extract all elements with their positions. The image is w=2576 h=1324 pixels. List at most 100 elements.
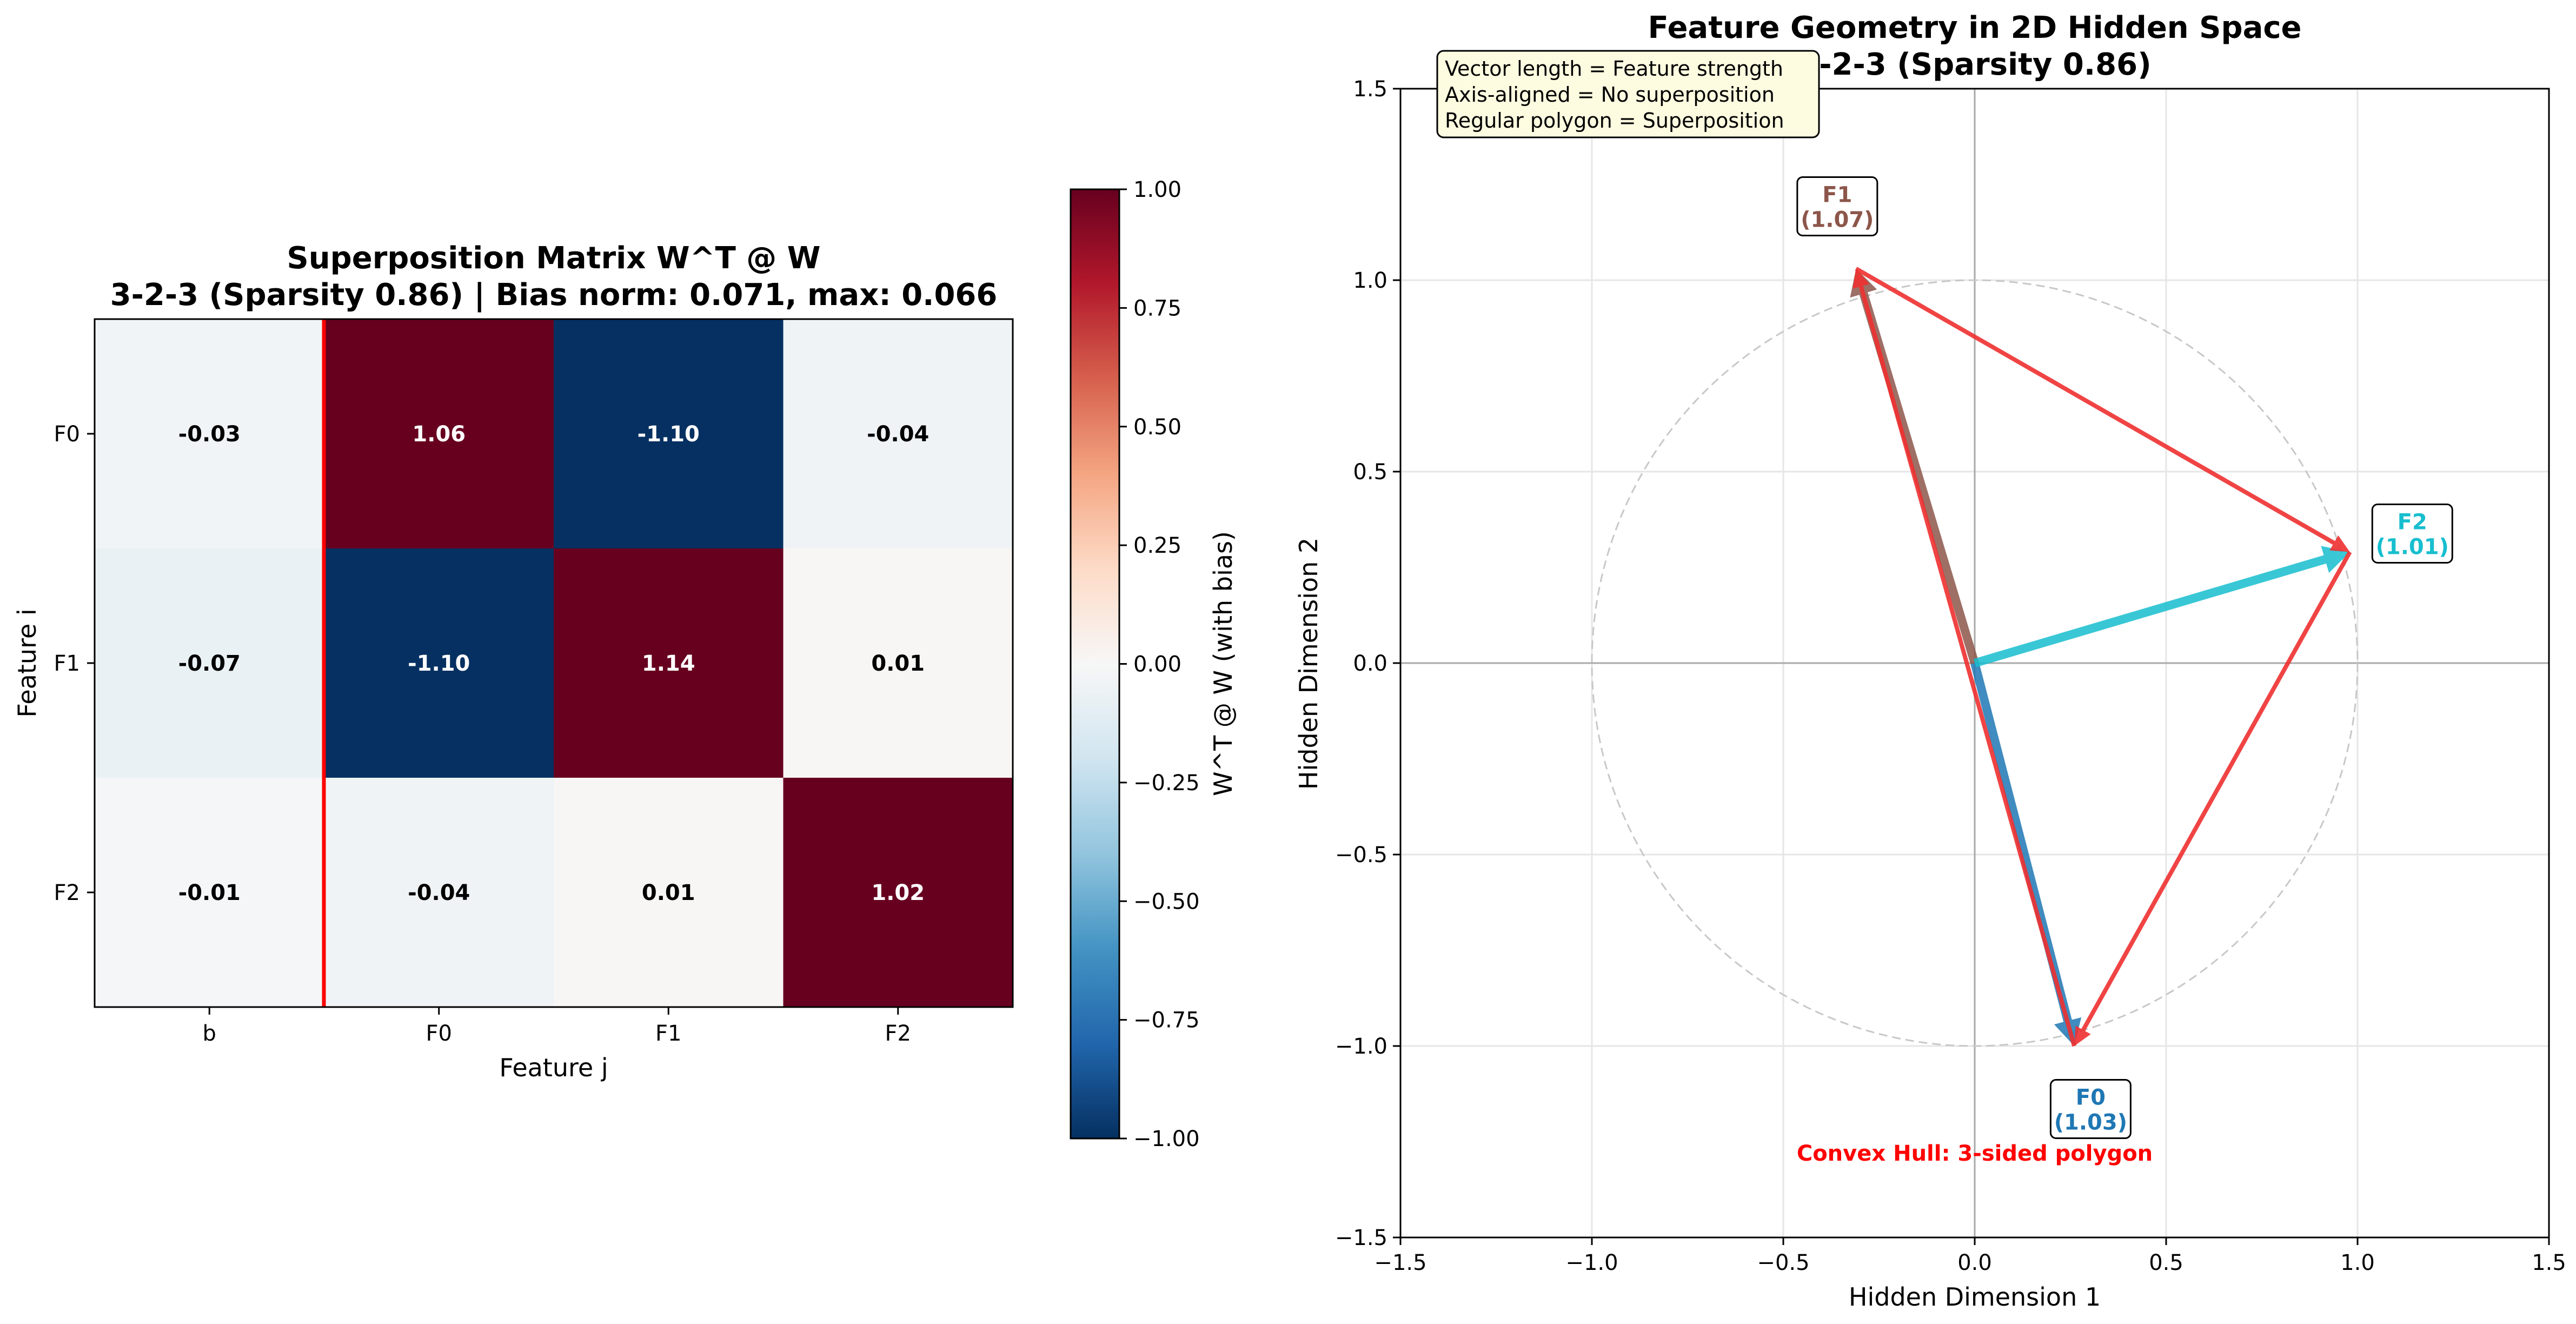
convex-hull-label: Convex Hull: 3-sided polygon	[1797, 1141, 2153, 1166]
y-tick-label: 0.5	[1353, 460, 1387, 485]
heatmap-y-ticks: F0 F1 F2	[54, 422, 95, 905]
colorbar-label: W^T @ W (with bias)	[1209, 531, 1238, 796]
y-tick-label: F0	[54, 422, 80, 447]
colorbar-tick-label: 0.00	[1133, 652, 1181, 677]
y-tick-label: 0.0	[1353, 651, 1387, 676]
vector-plot-y-ticks: −1.5 −1.0 −0.5 0.0 0.5 1.0 1.5	[1335, 77, 1400, 1250]
vector-label-length: (1.01)	[2376, 535, 2449, 560]
unit-circle	[1591, 279, 2359, 1047]
heatmap-panel: Superposition Matrix W^T @ W 3-2-3 (Spar…	[12, 241, 1014, 1082]
vector-plot-y-axis-label: Hidden Dimension 2	[1294, 538, 1323, 790]
heatmap-cell-label: -0.04	[408, 881, 470, 905]
x-tick-label: F1	[655, 1021, 681, 1046]
heatmap-title-line1: Superposition Matrix W^T @ W	[287, 241, 820, 276]
info-box-line: Regular polygon = Superposition	[1445, 109, 1784, 133]
y-tick-label: −1.0	[1335, 1034, 1387, 1059]
hull-edge	[1855, 267, 2350, 552]
heatmap-cell	[324, 319, 554, 549]
vector-arrow-f2-shaft	[1973, 555, 2328, 667]
hull-edge	[1853, 268, 2076, 1047]
colorbar-ticks: 1.00 0.75 0.50 0.25 0.00 −0.25 −0.50 −0.75 −1.00	[1119, 177, 1200, 1151]
heatmap-cell	[95, 548, 324, 778]
y-tick-label: −0.5	[1335, 843, 1387, 868]
x-tick-label: 0.0	[1957, 1250, 1992, 1275]
vector-plot-title-line2: 3-2-3 (Sparsity 0.86)	[1798, 47, 2151, 82]
vector-plot-x-ticks: −1.5 −1.0 −0.5 0.0 0.5 1.0 1.5	[1374, 1237, 2566, 1275]
info-box-line: Vector length = Feature strength	[1445, 57, 1783, 81]
heatmap-cell	[554, 319, 784, 549]
hull-edge-head	[2074, 1025, 2091, 1046]
vector-arrow-f2	[1973, 546, 2350, 667]
vector-label-name: F1	[1822, 183, 1852, 208]
vector-label-box	[1796, 176, 1878, 237]
heatmap-cell	[783, 548, 1013, 778]
vector-label-length: (1.03)	[2054, 1110, 2127, 1135]
vector-arrow-f2-head	[2321, 546, 2350, 573]
heatmap-cell	[324, 778, 554, 1008]
info-box: Vector length = Feature strength Axis-al…	[1436, 50, 1820, 138]
y-tick-label: F1	[54, 651, 80, 676]
heatmap-cell	[324, 548, 554, 778]
x-tick-label: F0	[426, 1021, 452, 1046]
heatmap-cell	[95, 778, 324, 1008]
feature-vectors	[1850, 268, 2350, 1046]
heatmap-cell-label: -0.01	[178, 881, 241, 905]
vector-plot-x-axis-label: Hidden Dimension 1	[1849, 1282, 2101, 1312]
vector-arrow-f0-head	[2054, 1017, 2082, 1046]
hull-edge-shaft	[1855, 267, 2336, 546]
colorbar-tick-label: 1.00	[1133, 177, 1181, 202]
colorbar-gradient	[1070, 188, 1120, 1140]
heatmap-title-line2: 3-2-3 (Sparsity 0.86) | Bias norm: 0.071…	[110, 277, 998, 313]
heatmap-cell-label: -1.10	[408, 651, 470, 676]
vector-label-f1: F1(1.07)	[1796, 176, 1878, 237]
vector-plot-title-line1: Feature Geometry in 2D Hidden Space	[1648, 10, 2301, 45]
x-tick-label: b	[203, 1021, 216, 1046]
heatmap-cell-labels: -0.03 1.06 -1.10 -0.04 -0.07 -1.10 1.14 0.01 -0.…	[178, 422, 930, 905]
heatmap-cell-label: -1.10	[638, 422, 700, 447]
y-tick-label: −1.5	[1335, 1226, 1387, 1250]
info-box-line: Axis-aligned = No superposition	[1445, 83, 1775, 107]
x-tick-label: F2	[885, 1021, 911, 1046]
hull-edge-head	[1853, 268, 1870, 289]
x-tick-label: 1.0	[2340, 1250, 2375, 1275]
heatmap-cell-label: -0.03	[178, 422, 241, 447]
y-tick-label: 1.0	[1353, 268, 1387, 293]
info-box-frame	[1436, 50, 1820, 138]
heatmap-cell-label: 1.06	[412, 422, 466, 447]
y-tick-label: F2	[54, 881, 80, 905]
colorbar-tick-label: −0.75	[1133, 1008, 1200, 1033]
heatmap-x-ticks: b F0 F1 F2	[203, 1007, 911, 1046]
hull-edge	[2074, 551, 2352, 1046]
x-tick-label: 1.5	[2532, 1250, 2566, 1275]
colorbar: 1.00 0.75 0.50 0.25 0.00 −0.25 −0.50 −0.75 −1.00…	[1070, 177, 1238, 1151]
heatmap-cell	[783, 319, 1013, 549]
vector-plot-panel: Feature Geometry in 2D Hidden Space 3-2-…	[1294, 10, 2566, 1312]
heatmap-cell-label: -0.07	[178, 651, 241, 676]
heatmap-cell-label: 1.14	[642, 651, 695, 676]
vector-label-name: F0	[2076, 1085, 2106, 1110]
colorbar-tick-label: −0.25	[1133, 771, 1200, 796]
colorbar-tick-label: −1.00	[1133, 1127, 1200, 1151]
vector-label-box	[2371, 504, 2453, 564]
colorbar-tick-label: 0.50	[1133, 415, 1181, 440]
heatmap-cell	[554, 548, 784, 778]
hull-edge-shaft	[1858, 284, 2076, 1047]
vector-label-f0: F0(1.03)	[2049, 1078, 2132, 1139]
x-tick-label: 0.5	[2149, 1250, 2183, 1275]
vector-label-name: F2	[2398, 510, 2427, 535]
colorbar-tick-label: −0.50	[1133, 889, 1200, 914]
hull-edge-head	[2329, 535, 2350, 552]
heatmap-cell	[95, 319, 324, 549]
colorbar-tick-label: 0.25	[1133, 533, 1181, 558]
heatmap-cell-label: 0.01	[871, 651, 925, 676]
heatmap-cell-label: -0.04	[867, 422, 929, 447]
y-tick-label: 1.5	[1353, 77, 1387, 102]
heatmap-cell	[783, 778, 1013, 1008]
vector-labels: F0(1.03) F1(1.07) F2(1.01)	[1796, 176, 2453, 1139]
heatmap-y-axis-label: Feature i	[12, 608, 42, 717]
x-tick-label: −1.0	[1565, 1250, 1618, 1275]
convex-hull	[1853, 267, 2352, 1047]
heatmap-cell-label: 1.02	[871, 881, 925, 905]
vector-label-length: (1.07)	[1801, 208, 1874, 233]
